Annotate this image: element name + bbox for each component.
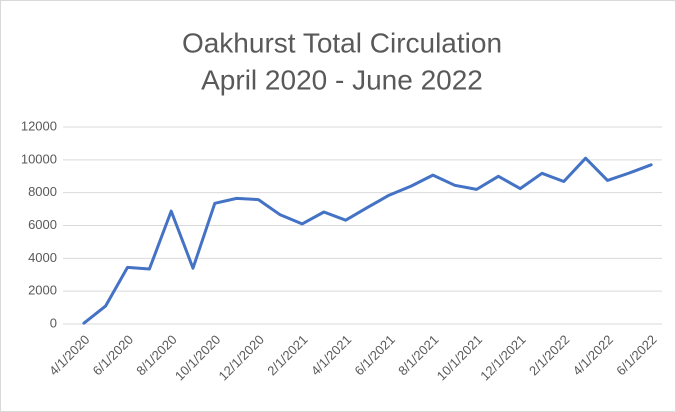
chart-title: Oakhurst Total Circulation bbox=[182, 27, 502, 58]
y-tick-label: 10000 bbox=[21, 151, 57, 166]
data-line bbox=[82, 156, 653, 325]
chart-subtitle: April 2020 - June 2022 bbox=[201, 64, 483, 95]
y-tick-label: 12000 bbox=[21, 118, 57, 133]
y-tick-label: 0 bbox=[50, 315, 57, 330]
y-tick-label: 2000 bbox=[28, 283, 57, 298]
y-tick-label: 4000 bbox=[28, 250, 57, 265]
y-tick-label: 8000 bbox=[28, 184, 57, 199]
y-tick-label: 6000 bbox=[28, 217, 57, 232]
